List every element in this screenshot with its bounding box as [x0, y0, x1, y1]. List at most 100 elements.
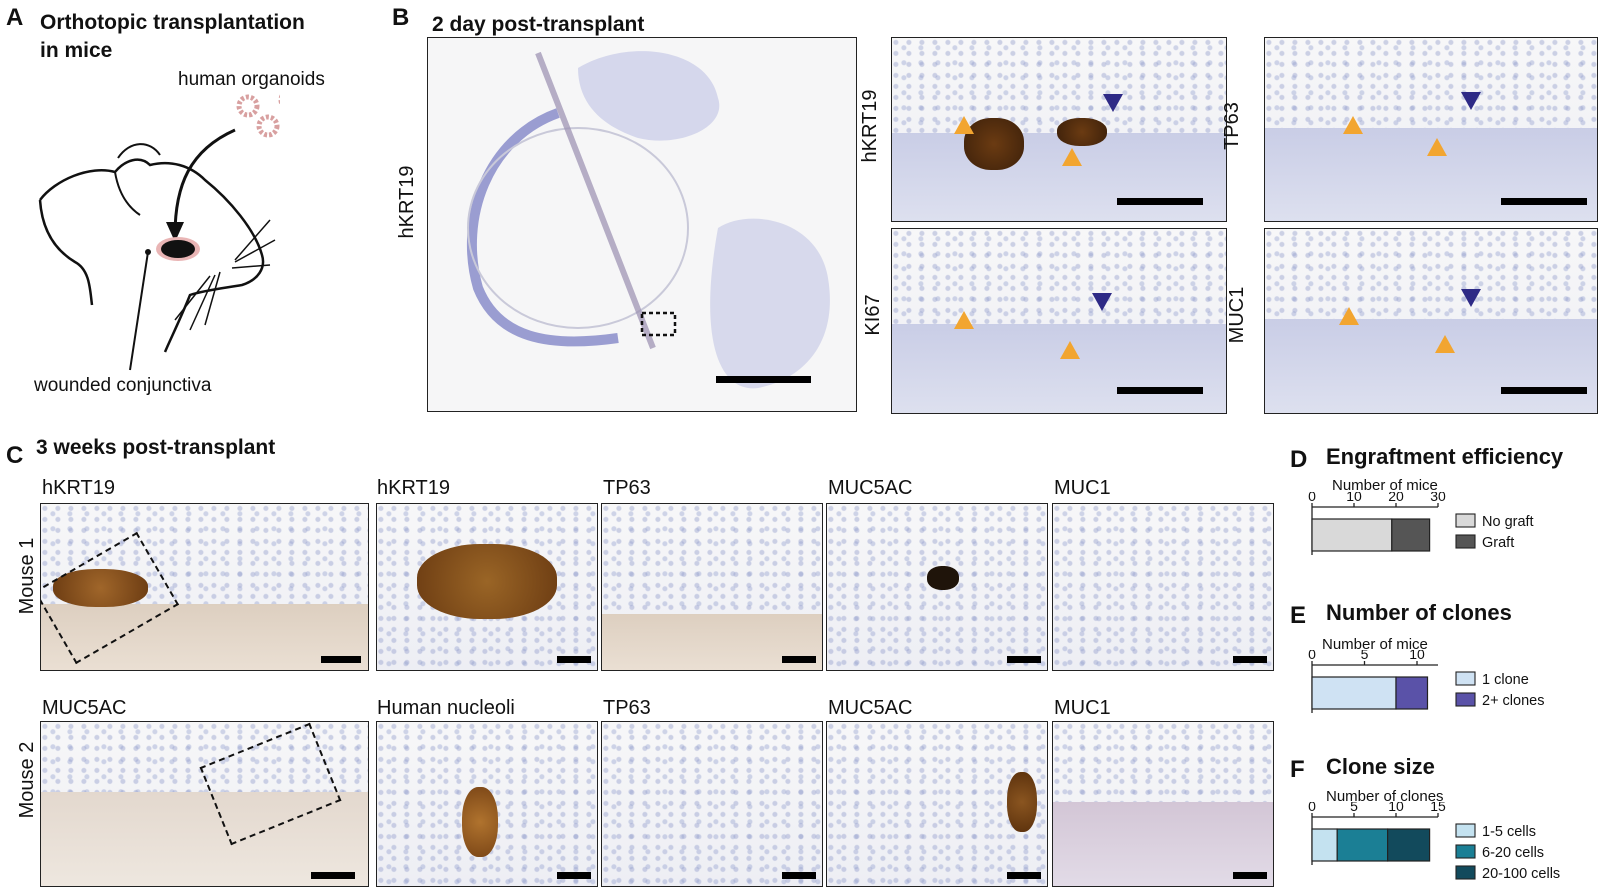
micrograph-c-mouse1-muc1 [1052, 503, 1274, 671]
legend-label: 6-20 cells [1482, 845, 1544, 861]
legend-swatch [1455, 823, 1476, 838]
blue-arrowhead [1461, 92, 1481, 110]
blue-arrowhead [1092, 293, 1112, 311]
legend-swatch [1455, 865, 1476, 880]
micrograph-c-mouse1-hkrt19 [376, 503, 598, 671]
b-stain-label-ki67: KI67 [862, 294, 884, 336]
panel-label-e: E [1290, 602, 1307, 629]
c-row2-label-3: TP63 [603, 697, 651, 719]
panel-label-c: C [6, 442, 24, 469]
bar-segment-20-100-cells [1386, 828, 1431, 862]
c-row1-label-3: TP63 [603, 477, 651, 499]
b-stain-label-hkrt19: hKRT19 [859, 89, 881, 163]
micrograph-b-muc1 [1264, 228, 1598, 414]
scale-bar [1007, 656, 1041, 663]
chart-e-title: Number of clones [1326, 600, 1512, 625]
tick-label: 0 [1308, 802, 1316, 814]
panel-b-title: 2 day post-transplant [432, 13, 645, 36]
chart-d-plot: 0 10 20 30 No graft Graft [1308, 492, 1534, 555]
legend-label: 1-5 cells [1482, 824, 1536, 840]
tick-label: 30 [1430, 492, 1446, 504]
bar-segment-1-clone [1311, 676, 1397, 710]
panel-c-title: 3 weeks post-transplant [36, 436, 276, 459]
c-row2-label-5: MUC1 [1054, 697, 1111, 719]
micrograph-c-mouse2-muc1 [1052, 721, 1274, 887]
injection-arrow [173, 128, 236, 236]
scale-bar [1117, 198, 1203, 205]
scale-bar [782, 872, 816, 879]
panel-label-b: B [392, 4, 410, 31]
tick-label: 5 [1350, 802, 1358, 814]
micrograph-c-mouse1-tp63 [601, 503, 823, 671]
tick-label: 10 [1409, 650, 1425, 662]
scale-bar [782, 656, 816, 663]
scale-bar [1501, 387, 1587, 394]
orange-arrowhead [1427, 138, 1447, 156]
c-row2-label-4: MUC5AC [828, 697, 913, 719]
legend-label: 2+ clones [1482, 693, 1544, 709]
scale-bar [1007, 872, 1041, 879]
legend-swatch [1455, 671, 1476, 686]
scale-bar [557, 656, 591, 663]
b-stain-label-muc1: MUC1 [1226, 286, 1248, 344]
micrograph-c-mouse2-human-nucleoli [376, 721, 598, 887]
scale-bar [321, 656, 361, 663]
micrograph-c-mouse2-overview [40, 721, 369, 887]
mouse-2-label: Mouse 2 [16, 741, 38, 819]
mouse-outline [38, 158, 265, 353]
bar-segment-1-5-cells [1311, 828, 1338, 862]
micrograph-c-mouse1-overview [40, 503, 369, 671]
whiskers [174, 219, 276, 331]
chart-f-title: Clone size [1326, 754, 1435, 779]
orange-arrowhead [1343, 116, 1363, 134]
tick-label: 0 [1308, 650, 1316, 662]
overview-micrograph [427, 37, 857, 412]
b-stain-label-tp63: TP63 [1221, 102, 1243, 150]
c-row1-label-2: hKRT19 [377, 477, 451, 499]
tick-label: 15 [1430, 802, 1446, 814]
c-row1-label-4: MUC5AC [828, 477, 913, 499]
c-row1-label-5: MUC1 [1054, 477, 1111, 499]
bar-segment-6-20-cells [1336, 828, 1389, 862]
legend-swatch [1455, 534, 1476, 549]
chart-d-title: Engraftment efficiency [1326, 444, 1564, 469]
scale-bar [1233, 872, 1267, 879]
orange-arrowhead [954, 311, 974, 329]
tick-label: 10 [1388, 802, 1404, 814]
eye [161, 240, 195, 258]
chart-e-xlabel: Number of mice [1322, 636, 1428, 653]
organoid-label: human organoids [178, 69, 325, 90]
chart-e-plot: 0 5 10 1 clone 2+ clones [1308, 650, 1544, 713]
legend-label: 20-100 cells [1482, 866, 1560, 882]
tick-label: 0 [1308, 492, 1316, 504]
orange-arrowhead [1060, 341, 1080, 359]
micrograph-b-tp63 [1264, 37, 1598, 222]
c-row2-label-1: MUC5AC [42, 697, 127, 719]
wound-label: wounded conjunctiva [34, 375, 212, 396]
mouse-illustration [38, 94, 280, 371]
chart-f-plot: 0 5 10 15 1-5 cells 6-20 cells 20-100 cells [1308, 802, 1560, 882]
orange-arrowhead [954, 116, 974, 134]
micrograph-c-mouse1-muc5ac [826, 503, 1048, 671]
legend-label: No graft [1482, 514, 1534, 530]
micrograph-b-ki67 [891, 228, 1227, 414]
scale-bar [1233, 656, 1267, 663]
orange-arrowhead [1339, 307, 1359, 325]
tick-label: 10 [1346, 492, 1362, 504]
overview-stain-label: hKRT19 [396, 165, 418, 239]
scale-bar [557, 872, 591, 879]
legend-label: 1 clone [1482, 672, 1529, 688]
panel-a-title-line1: Orthotopic transplantation [40, 11, 305, 34]
panel-label-f: F [1290, 756, 1305, 783]
orange-arrowhead [1062, 148, 1082, 166]
panel-label-d: D [1290, 446, 1308, 473]
chart-f-xlabel: Number of clones [1326, 788, 1444, 805]
legend-swatch [1455, 844, 1476, 859]
organoid-icons [236, 94, 280, 138]
bar-segment-graft [1391, 518, 1431, 552]
legend-swatch [1455, 513, 1476, 528]
orange-arrowhead [1435, 335, 1455, 353]
micrograph-c-mouse2-muc5ac [826, 721, 1048, 887]
tick-label: 5 [1361, 650, 1369, 662]
mouse-1-label: Mouse 1 [16, 537, 38, 615]
